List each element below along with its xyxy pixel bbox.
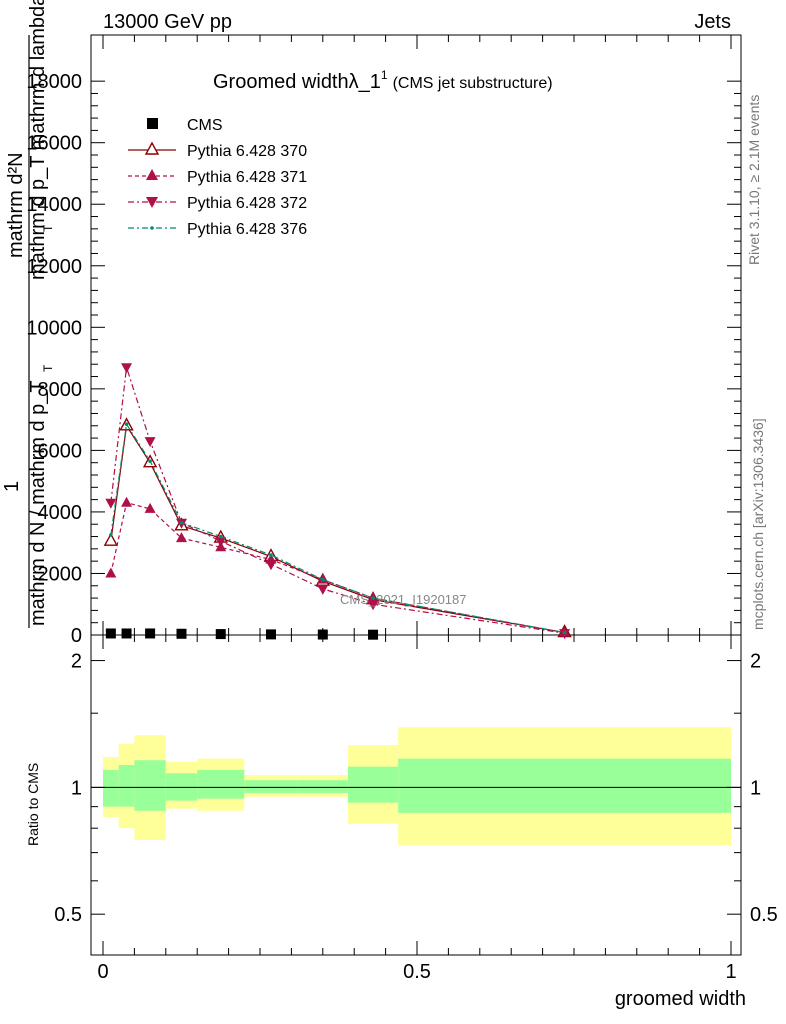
legend-370-marker: [144, 141, 160, 155]
ratio-y-axis-label: Ratio to CMS: [25, 763, 41, 846]
series-line-3: [110, 367, 565, 634]
main-y-tick-label: 6000: [38, 440, 83, 462]
data-point-2-3: [176, 532, 187, 543]
main-y-tick-label: 16000: [26, 133, 82, 155]
ratio-inner-band-1: [118, 765, 135, 807]
legend-370-label: Pythia 6.428 370: [187, 143, 307, 160]
data-point-0-3: [176, 628, 187, 639]
main-y-tick-label: 8000: [38, 379, 83, 401]
chart-title-suffix: (CMS jet substructure): [393, 75, 553, 92]
x-axis-label: groomed width: [615, 988, 746, 1010]
ratio-bands: [103, 727, 731, 845]
data-point-2-1: [121, 496, 133, 507]
y-axis-label-denominator: mathrm d p_T mathrm d lambda: [27, 0, 49, 280]
data-point-4-2: [148, 459, 152, 463]
ratio-inner-band-4: [197, 769, 245, 799]
series-layer: [103, 363, 572, 640]
data-point-3-0: [105, 498, 117, 509]
main-y-tick-label: 2000: [38, 563, 83, 585]
y-axis-prefactor-sub: T: [41, 364, 55, 372]
legend-cms-marker: [147, 118, 158, 129]
y-axis-denominator-sub: T: [41, 224, 55, 232]
ratio-y-tick-label-right: 2: [750, 651, 761, 673]
y-axis-prefactor-num: 1: [1, 481, 23, 492]
data-point-2-0: [105, 567, 117, 578]
data-point-3-6: [317, 584, 329, 595]
ratio-ticks: 0 0.5 1 0.5 0.5 1 1 2 2: [54, 635, 778, 983]
rivet-version-text: Rivet 3.1.10, ≥ 2.1M events: [746, 95, 762, 265]
ratio-inner-band-2: [134, 760, 166, 811]
ratio-x-tick-label: 0.5: [403, 961, 431, 983]
ratio-y-tick-label: 0.5: [54, 904, 82, 926]
main-y-tick-label: 0: [71, 625, 82, 647]
data-point-3-4: [215, 537, 227, 548]
legend-371-label: Pythia 6.428 371: [187, 169, 307, 186]
ratio-y-tick-label-right: 0.5: [750, 904, 778, 926]
data-point-4-3: [179, 520, 184, 525]
data-point-0-0: [105, 628, 116, 639]
data-point-4-6: [321, 577, 325, 582]
main-ticks: 0 2000 4000 6000 8000 10000 12000 14000 16000 180…: [26, 35, 741, 647]
data-point-3-5: [265, 560, 277, 571]
data-point-4-4: [218, 534, 223, 539]
data-point-4-0: [109, 533, 113, 537]
data-point-2-2: [144, 502, 156, 513]
ratio-inner-band-8: [398, 758, 731, 813]
chart-title-main: Groomed widthλ_1: [213, 71, 381, 93]
mcplots-text: mcplots.cern.ch [arXiv:1306.3436]: [750, 418, 766, 630]
legend-372-label: Pythia 6.428 372: [187, 195, 307, 212]
ratio-y-tick-label-right: 1: [750, 777, 761, 799]
ratio-inner-band-0: [103, 769, 119, 807]
legend-371-marker: [146, 169, 158, 180]
ratio-y-tick-label: 1: [71, 777, 82, 799]
data-point-1-0: [103, 532, 119, 546]
data-point-3-7: [367, 600, 379, 611]
data-point-4-8: [562, 630, 567, 635]
data-point-4-7: [371, 596, 375, 600]
ratio-y-tick-label: 2: [71, 651, 82, 673]
legend-376-marker: [150, 226, 154, 230]
chart-title: Groomed widthλ_11 (CMS jet substructure): [213, 68, 553, 93]
data-point-0-4: [215, 629, 226, 640]
analysis-watermark: CMS_2021_I1920187: [340, 592, 467, 607]
data-point-3-1: [121, 363, 133, 374]
data-point-0-5: [265, 629, 276, 640]
series-line-2: [110, 501, 565, 634]
header-process: Jets: [694, 11, 731, 33]
y-axis-prefactor-den: mathrm d N / mathrm d p_T: [27, 380, 49, 626]
legend-376-label: Pythia 6.428 376: [187, 221, 307, 238]
y-axis-denominator-text: mathrm d p_T mathrm d lambda: [27, 0, 49, 280]
ratio-inner-band-6: [297, 780, 348, 793]
ratio-panel-frame: [90, 634, 742, 956]
y-axis-label-numerator: mathrm d²N: [5, 152, 27, 258]
data-point-4-1: [124, 422, 129, 427]
ratio-x-tick-label: 0: [97, 961, 108, 983]
main-y-tick-label: 4000: [38, 502, 83, 524]
data-point-0-2: [145, 628, 156, 639]
main-y-tick-label: 14000: [26, 194, 82, 216]
data-point-0-6: [317, 629, 328, 640]
legend-cms-label: CMS: [187, 117, 223, 134]
legend-372-marker: [146, 197, 158, 208]
header-energy: 13000 GeV pp: [103, 11, 232, 33]
main-y-tick-label: 12000: [26, 256, 82, 278]
data-point-4-5: [269, 553, 273, 557]
data-point-0-7: [368, 629, 379, 640]
main-y-tick-label: 10000: [26, 317, 82, 339]
ratio-inner-band-5: [244, 780, 298, 793]
data-point-3-2: [144, 437, 156, 448]
legend: CMS Pythia 6.428 370 Pythia 6.428 371 Py…: [128, 117, 307, 238]
data-point-0-1: [121, 628, 132, 639]
ratio-x-tick-label: 1: [725, 961, 736, 983]
ratio-inner-band-7: [347, 766, 399, 803]
main-y-tick-label: 18000: [26, 71, 82, 93]
chart-title-sup: 1: [381, 68, 388, 82]
